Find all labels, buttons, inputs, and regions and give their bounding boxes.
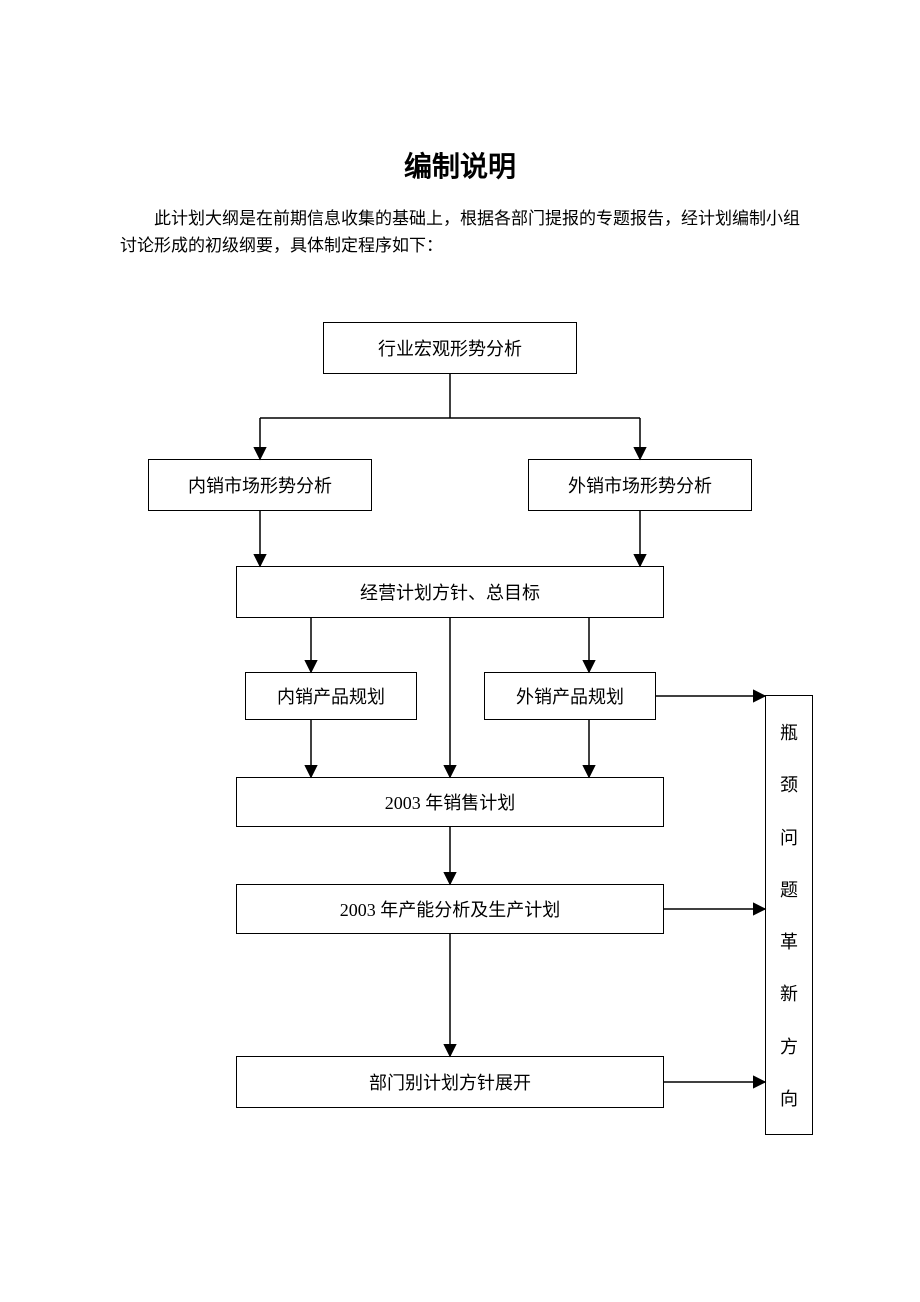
vertical-char: 颈 [780,771,798,797]
vertical-char: 向 [780,1085,798,1111]
vertical-char: 问 [780,824,798,850]
intro-paragraph: 此计划大纲是在前期信息收集的基础上，根据各部门提报的专题报告，经计划编制小组讨论… [120,205,800,259]
vertical-char: 题 [780,876,798,902]
flow-node-side: 瓶颈问题革新方向 [765,695,813,1135]
flow-node-n2a: 内销市场形势分析 [148,459,372,511]
flow-node-n3: 经营计划方针、总目标 [236,566,664,618]
flow-node-n4b: 外销产品规划 [484,672,656,720]
flow-node-n2b: 外销市场形势分析 [528,459,752,511]
vertical-char: 瓶 [780,719,798,745]
flow-node-n4a: 内销产品规划 [245,672,417,720]
flow-node-n7: 部门别计划方针展开 [236,1056,664,1108]
flow-node-n6: 2003 年产能分析及生产计划 [236,884,664,934]
page-title: 编制说明 [0,145,920,185]
vertical-char: 革 [780,928,798,954]
vertical-char: 方 [780,1033,798,1059]
vertical-char: 新 [780,980,798,1006]
flow-node-n5: 2003 年销售计划 [236,777,664,827]
flow-node-n1: 行业宏观形势分析 [323,322,577,374]
